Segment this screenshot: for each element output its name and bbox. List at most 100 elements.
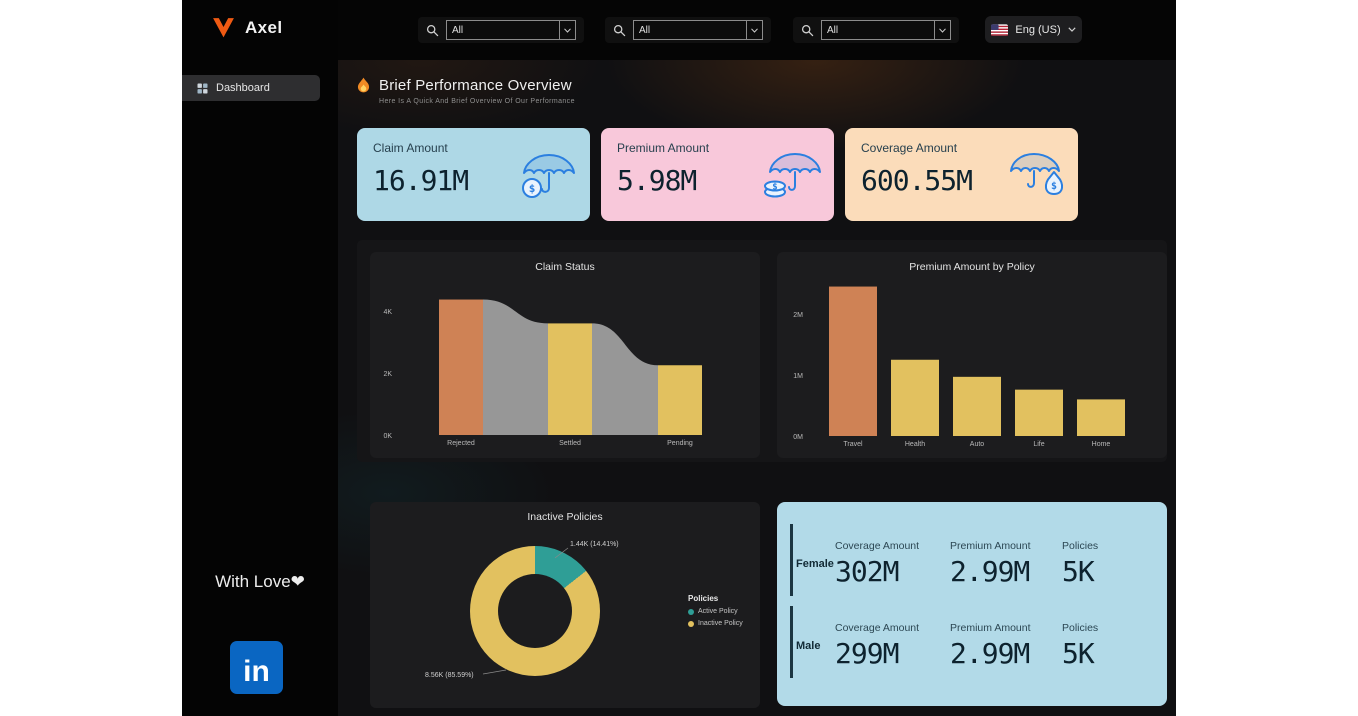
svg-text:$: $	[772, 183, 777, 193]
us-flag-icon	[991, 23, 1009, 36]
kpi-value: 16.91M	[373, 164, 469, 197]
chevron-down-icon	[746, 21, 762, 39]
brand-name: Axel	[245, 17, 283, 37]
footer-message: With Love❤	[215, 572, 305, 591]
linkedin-icon[interactable]: in	[230, 641, 283, 694]
row-accent-bar	[790, 606, 793, 678]
chart-title: Inactive Policies	[527, 511, 603, 523]
search-icon	[426, 24, 439, 36]
page-header-text: Brief Performance Overview Here Is A Qui…	[379, 77, 575, 105]
svg-text:Health: Health	[905, 441, 925, 448]
kpi-card-coverage-amount: Coverage Amount 600.55M $	[845, 128, 1078, 221]
filter-group-3: All	[793, 17, 959, 43]
metric-coverage-amount: Coverage Amount 302M	[835, 540, 919, 588]
chart-title: Premium Amount by Policy	[909, 261, 1035, 273]
kpi-row: Claim Amount 16.91M $ Premium Amount 5.9…	[357, 128, 1078, 221]
metric-premium-amount: Premium Amount 2.99M	[950, 540, 1031, 588]
svg-text:Home: Home	[1092, 441, 1111, 448]
svg-text:1M: 1M	[793, 373, 803, 380]
metric-header: Policies	[1062, 622, 1099, 634]
search-icon	[613, 24, 626, 36]
top-charts-section: Claim Status Rejected Settled Pending 4K 2K 0…	[357, 240, 1167, 462]
legend-item-active-policy[interactable]: Active Policy	[688, 608, 743, 615]
linkedin-glyph: in	[243, 655, 270, 688]
brand-logo-icon	[213, 18, 234, 38]
legend-dot	[688, 620, 694, 627]
chart-title: Claim Status	[535, 261, 595, 273]
metric-coverage-amount: Coverage Amount 299M	[835, 622, 919, 670]
policies-donut-chart[interactable]	[470, 546, 600, 676]
filter-group-1: All	[418, 17, 584, 43]
row-accent-bar	[790, 524, 793, 596]
premium-by-policy-bar-chart[interactable]: Travel Health Auto Life Home 2M 1M 0M	[777, 252, 1167, 458]
claim-status-chart-panel: Claim Status Rejected Settled Pending 4K 2K 0…	[370, 252, 760, 458]
legend-item-inactive-policy[interactable]: Inactive Policy	[688, 620, 743, 627]
legend-label: Inactive Policy	[698, 620, 743, 627]
page-title: Brief Performance Overview	[379, 77, 572, 94]
legend-dot	[688, 608, 694, 615]
svg-text:Travel: Travel	[843, 441, 863, 448]
filter-select-1-value: All	[452, 24, 464, 36]
metric-header: Premium Amount	[950, 622, 1031, 634]
filter-select-2[interactable]: All	[633, 20, 763, 40]
metric-header: Coverage Amount	[835, 540, 920, 552]
main-area: All All	[338, 0, 1176, 716]
metric-value: 2.99M	[950, 637, 1030, 670]
chevron-down-icon	[559, 21, 575, 39]
gender-row-label: Male	[796, 640, 821, 652]
metric-header: Policies	[1062, 540, 1099, 552]
metric-header: Premium Amount	[950, 540, 1031, 552]
filter-select-1[interactable]: All	[446, 20, 576, 40]
svg-text:Pending: Pending	[667, 440, 693, 447]
kpi-card-premium-amount: Premium Amount 5.98M $	[601, 128, 834, 221]
kpi-value: 600.55M	[861, 164, 973, 197]
search-icon	[801, 24, 814, 36]
page-header: Brief Performance Overview Here Is A Qui…	[357, 77, 575, 105]
brand: Axel	[211, 16, 283, 39]
svg-text:$: $	[529, 182, 536, 195]
gender-row-female: Female Coverage Amount 302M Premium Amou…	[777, 520, 1167, 600]
kpi-card-claim-amount: Claim Amount 16.91M $	[357, 128, 590, 221]
metric-policies: Policies 5K	[1062, 622, 1098, 670]
svg-text:2K: 2K	[383, 371, 392, 378]
sidebar-item-label: Dashboard	[216, 82, 270, 94]
umbrella-moneybag-icon: $	[1010, 153, 1064, 195]
metric-value: 2.99M	[950, 555, 1030, 588]
metric-value: 302M	[835, 555, 899, 588]
metric-policies: Policies 5K	[1062, 540, 1098, 588]
grid-icon	[197, 83, 208, 93]
svg-text:Settled: Settled	[559, 440, 581, 447]
metric-value: 5K	[1062, 555, 1095, 588]
svg-text:Rejected: Rejected	[447, 440, 475, 447]
kpi-label: Coverage Amount	[861, 141, 958, 155]
kpi-label: Claim Amount	[373, 141, 448, 155]
svg-text:2M: 2M	[793, 312, 803, 319]
legend-label: Active Policy	[698, 608, 738, 615]
svg-text:Auto: Auto	[970, 441, 985, 448]
chevron-down-icon	[934, 21, 950, 39]
donut-legend: Policies Active Policy Inactive Policy	[688, 594, 743, 627]
svg-text:4K: 4K	[383, 309, 392, 316]
language-label: Eng (US)	[1015, 23, 1061, 36]
sidebar-item-dashboard[interactable]: Dashboard	[182, 75, 320, 101]
kpi-value: 5.98M	[617, 164, 697, 197]
metric-value: 299M	[835, 637, 899, 670]
donut-callout-active: 1.44K (14.41%)	[570, 541, 619, 548]
premium-by-policy-chart-panel: Premium Amount by Policy Travel Health Aut…	[777, 252, 1167, 458]
claim-status-funnel-chart[interactable]: Rejected Settled Pending 4K 2K 0K	[370, 252, 760, 458]
svg-text:Life: Life	[1033, 441, 1044, 448]
filter-select-2-value: All	[639, 24, 651, 36]
svg-text:$: $	[1051, 181, 1057, 192]
metric-value: 5K	[1062, 637, 1095, 670]
sidebar: Axel Dashboard With Love❤ in	[182, 0, 338, 716]
metric-header: Coverage Amount	[835, 622, 920, 634]
chevron-down-icon	[1068, 27, 1076, 32]
inactive-policies-chart-panel: Inactive Policies 1.44K (14.41%) 8.56K (…	[370, 502, 760, 708]
umbrella-money-icon: $	[764, 153, 821, 198]
filter-select-3[interactable]: All	[821, 20, 951, 40]
topbar: All All	[338, 0, 1176, 60]
dashboard-content: Brief Performance Overview Here Is A Qui…	[338, 60, 1176, 716]
language-selector[interactable]: Eng (US)	[985, 16, 1082, 43]
gender-row-male: Male Coverage Amount 299M Premium Amount…	[777, 602, 1167, 682]
